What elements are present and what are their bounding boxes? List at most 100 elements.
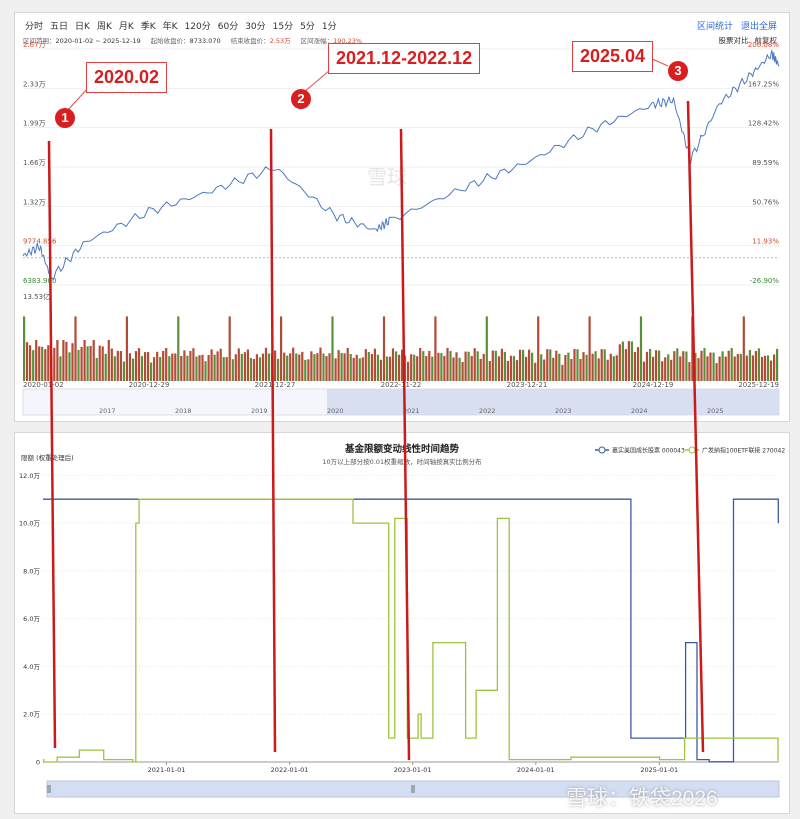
volume-bar: [682, 351, 685, 381]
volume-bar: [367, 352, 370, 381]
volume-bar: [128, 353, 131, 381]
volume-bar: [343, 353, 346, 381]
volume-bar: [113, 356, 116, 381]
volume-bar: [773, 354, 776, 381]
volume-bar: [334, 358, 337, 381]
volume-bar: [455, 352, 458, 381]
period-tab-6[interactable]: 年K: [162, 22, 178, 32]
volume-bar: [664, 357, 667, 381]
volume-bar: [509, 355, 513, 381]
exit-fullscreen-button[interactable]: 退出全屏: [740, 22, 777, 32]
volume-bar: [231, 359, 234, 381]
volume-bar: [555, 350, 558, 381]
quota-x-tick: 2025-01-01: [640, 766, 678, 774]
volume-bar: [174, 353, 177, 381]
y-tick-right: 11.93%: [752, 238, 779, 246]
period-tab-5[interactable]: 季K: [140, 22, 156, 32]
volume-bar: [700, 350, 703, 381]
period-tab-3[interactable]: 周K: [96, 22, 112, 32]
volume-bar: [385, 356, 389, 381]
y-tick-left: 1.99万: [23, 120, 46, 128]
legend-marker: [688, 446, 696, 454]
quota-y-tick: 10.0万: [19, 520, 40, 528]
volume-bar: [470, 356, 473, 381]
period-tab-0[interactable]: 分时: [25, 22, 44, 32]
volume-bar: [53, 347, 56, 381]
volume-bar: [222, 357, 225, 381]
volume-bar: [615, 355, 618, 381]
period-tab-12[interactable]: 1分: [321, 22, 337, 32]
volume-bar: [295, 353, 298, 381]
marker-badge-2: 2: [291, 89, 311, 109]
volume-bar: [748, 350, 751, 381]
volume-bar: [606, 359, 609, 381]
volume-bar: [364, 349, 367, 381]
period-tab-1[interactable]: 五日: [50, 22, 69, 32]
period-tab-10[interactable]: 15分: [272, 22, 294, 32]
start-close-label: 起始收盘价：: [150, 37, 190, 45]
adjust-button[interactable]: 前复权: [754, 36, 778, 45]
volume-bar: [621, 341, 624, 381]
volume-bar: [322, 353, 325, 381]
volume-bar: [261, 353, 265, 381]
period-tab-11[interactable]: 5分: [300, 22, 315, 32]
volume-bar: [494, 350, 497, 381]
volume-bar: [525, 356, 528, 381]
watermark-center: 雪球: [367, 167, 407, 189]
volume-bar: [379, 359, 382, 381]
volume-bar: [715, 363, 718, 381]
range-change-label: 区间涨幅：: [300, 37, 334, 45]
quota-chart-panel: 基金限额变动线性时间趋势 10万以上部分按0.01权重缩放，时间轴按真实比例分布 限…: [14, 432, 790, 814]
volume-bar: [449, 351, 452, 381]
start-close-value: 8733.070: [189, 37, 221, 45]
volume-bar: [201, 354, 204, 381]
volume-bar: [649, 349, 652, 381]
volume-bar: [325, 356, 328, 381]
volume-bar: [721, 351, 724, 381]
volume-bar: [661, 361, 664, 381]
volume-bar: [131, 358, 135, 381]
quota-y-tick: 12.0万: [19, 472, 40, 480]
period-tab-2[interactable]: 日K: [75, 22, 90, 32]
y-tick-left: 1.66万: [23, 159, 46, 167]
volume-bar: [600, 349, 603, 381]
volume-bar: [691, 316, 694, 381]
volume-bar: [207, 355, 210, 381]
volume-bar: [410, 354, 413, 381]
period-tab-7[interactable]: 120分: [184, 22, 211, 32]
volume-bar: [89, 346, 92, 381]
y-tick-right: 167.25%: [748, 80, 779, 88]
volume-bar: [422, 351, 425, 381]
callout-2020-02: 2020.02: [86, 62, 168, 93]
volume-bar: [739, 354, 742, 381]
stock-compare-button[interactable]: 股票对比: [718, 36, 749, 45]
volume-bar: [558, 353, 561, 381]
volume-bar: [388, 356, 392, 381]
range-stats-button[interactable]: 区间统计: [696, 22, 733, 32]
volume-bar: [458, 357, 461, 381]
volume-bar: [431, 356, 434, 381]
quota-x-tick: 2024-01-01: [517, 766, 555, 774]
volume-bar: [603, 349, 606, 381]
volume-bar: [742, 316, 745, 381]
volume-bar: [26, 342, 29, 381]
volume-bar: [219, 348, 222, 381]
volume-bar: [41, 346, 44, 381]
x-tick-label: 2023-12-21: [507, 381, 548, 389]
volume-bar: [153, 357, 156, 381]
volume-bar: [597, 358, 600, 381]
period-tab-9[interactable]: 30分: [245, 22, 266, 32]
quota-chart-subtitle: 10万以上部分按0.01权重缩放，时间轴按真实比例分布: [322, 457, 482, 466]
volume-bar: [419, 348, 422, 381]
period-tab-8[interactable]: 60分: [217, 22, 239, 32]
volume-bar: [763, 355, 767, 381]
period-tab-4[interactable]: 月K: [118, 22, 134, 32]
volume-bar: [125, 316, 128, 381]
volume-bar: [283, 352, 286, 381]
volume-bar: [733, 356, 736, 381]
volume-bar: [313, 354, 316, 381]
volume-bar: [630, 341, 633, 381]
volume-bar: [588, 316, 591, 381]
navigator-year: 2024: [631, 407, 648, 415]
volume-bar: [198, 355, 201, 381]
